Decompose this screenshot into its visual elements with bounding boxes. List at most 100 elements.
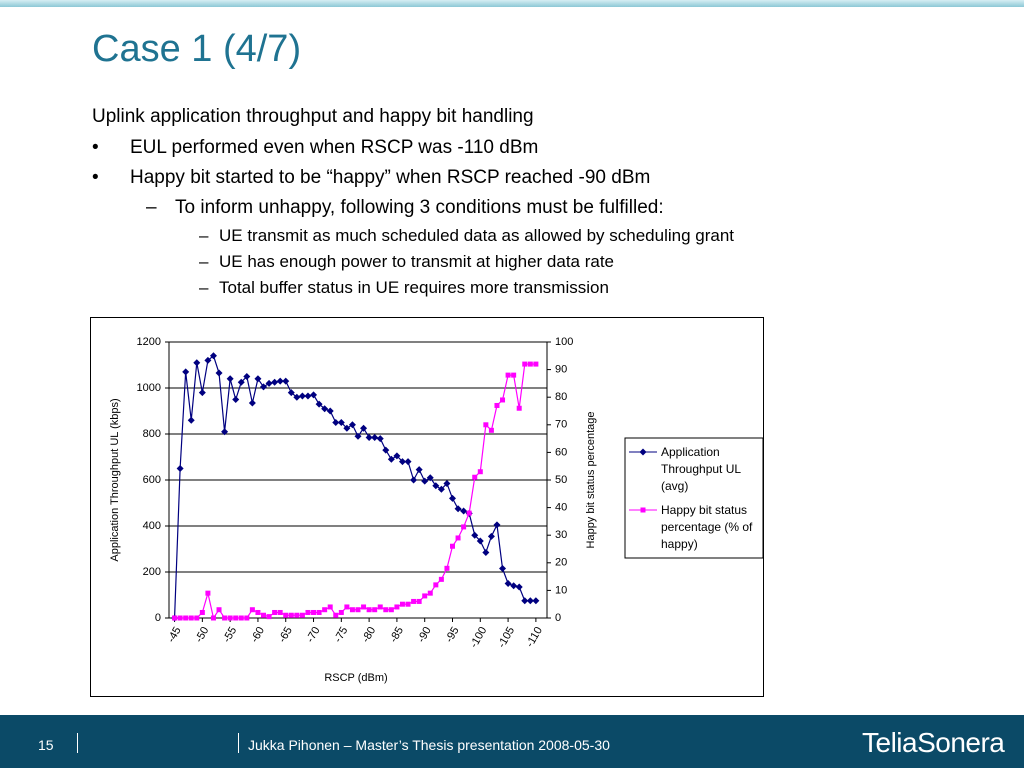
- point: [404, 458, 412, 466]
- sub-bullet: To inform unhappy, following 3 condition…: [175, 197, 664, 218]
- point: [305, 609, 311, 615]
- point: [215, 369, 223, 377]
- y2-tick-label: 80: [555, 391, 567, 403]
- point: [433, 582, 439, 588]
- point: [494, 402, 500, 408]
- point: [521, 597, 529, 605]
- point: [204, 356, 212, 364]
- point: [499, 565, 507, 573]
- point: [394, 604, 400, 610]
- point: [365, 433, 373, 441]
- point: [322, 607, 328, 613]
- y-tick-label: 200: [143, 566, 161, 578]
- point: [393, 452, 401, 460]
- point: [343, 424, 351, 432]
- y2-axis-label: Happy bit status percentage: [585, 412, 597, 549]
- legend-label: Application Throughput UL (avg): [661, 445, 741, 493]
- x-tick-label: -65: [277, 625, 295, 645]
- sub-sub-bullet: Total buffer status in UE requires more …: [219, 278, 609, 297]
- point: [483, 422, 489, 428]
- point: [216, 607, 222, 613]
- point: [466, 510, 472, 516]
- sub-sub-bullet: UE has enough power to transmit at highe…: [219, 252, 615, 271]
- point: [276, 377, 284, 385]
- heading: Uplink application throughput and happy …: [92, 106, 534, 127]
- top-bar: [0, 0, 1024, 7]
- point: [488, 427, 494, 433]
- point: [243, 373, 251, 380]
- point: [526, 597, 534, 605]
- dash-mark: –: [199, 278, 209, 297]
- x-tick-label: -45: [165, 625, 183, 645]
- point: [209, 352, 217, 360]
- point: [210, 615, 216, 621]
- series-line: [174, 363, 536, 620]
- y-axis-label: Application Throughput UL (kbps): [109, 398, 121, 561]
- point: [338, 609, 344, 615]
- point: [405, 601, 411, 607]
- point: [337, 419, 345, 426]
- point: [500, 397, 506, 403]
- point: [183, 615, 189, 621]
- point: [193, 359, 201, 367]
- point: [527, 361, 533, 367]
- y2-tick-label: 70: [555, 419, 567, 431]
- legend-box: [624, 437, 763, 559]
- page-number: 15: [38, 737, 54, 753]
- point: [172, 615, 178, 621]
- point: [233, 615, 239, 621]
- point: [221, 428, 229, 436]
- point: [387, 455, 395, 463]
- point: [198, 389, 206, 397]
- x-tick-label: -105: [496, 625, 517, 650]
- dash-mark: –: [146, 197, 157, 218]
- point: [533, 361, 539, 367]
- x-tick-label: -90: [415, 625, 433, 645]
- point: [450, 543, 455, 549]
- point: [298, 392, 306, 400]
- point: [372, 607, 378, 613]
- y-tick-label: 800: [143, 428, 161, 440]
- point: [505, 372, 511, 378]
- point: [382, 446, 390, 454]
- legend-label: Happy bit status percentage (% of happy): [661, 503, 753, 551]
- point: [427, 590, 433, 596]
- point: [310, 391, 318, 399]
- point: [304, 392, 312, 400]
- x-tick-label: -70: [304, 625, 322, 645]
- point: [288, 612, 294, 618]
- logo: TeliaSonera: [862, 727, 1005, 758]
- y-tick-label: 0: [155, 612, 161, 624]
- legend-entry: Happy bit status percentage (% of happy): [661, 503, 753, 551]
- point: [238, 615, 244, 621]
- point: [487, 532, 495, 540]
- y-tick-label: 400: [143, 520, 161, 532]
- x-tick-label: -55: [221, 625, 239, 645]
- point: [482, 548, 490, 556]
- point: [471, 531, 479, 539]
- point: [516, 405, 522, 411]
- point: [532, 597, 540, 605]
- dash-mark: –: [199, 252, 209, 271]
- point: [249, 607, 255, 613]
- point: [377, 604, 383, 610]
- point: [333, 612, 339, 618]
- point: [187, 416, 195, 424]
- separator: [77, 733, 78, 753]
- x-tick-label: -110: [524, 625, 545, 649]
- point: [410, 476, 418, 484]
- bullet: EUL performed even when RSCP was -110 dB…: [130, 137, 539, 158]
- x-tick-label: -85: [388, 625, 406, 645]
- point: [332, 419, 340, 426]
- point: [344, 604, 350, 610]
- footer-bar: [0, 715, 1024, 768]
- x-tick-label: -75: [332, 625, 350, 645]
- y2-tick-label: 100: [555, 336, 573, 348]
- point: [226, 375, 234, 383]
- point: [283, 612, 289, 618]
- legend-marker: [640, 507, 646, 513]
- point: [271, 378, 279, 386]
- point: [504, 580, 512, 587]
- point: [437, 485, 445, 493]
